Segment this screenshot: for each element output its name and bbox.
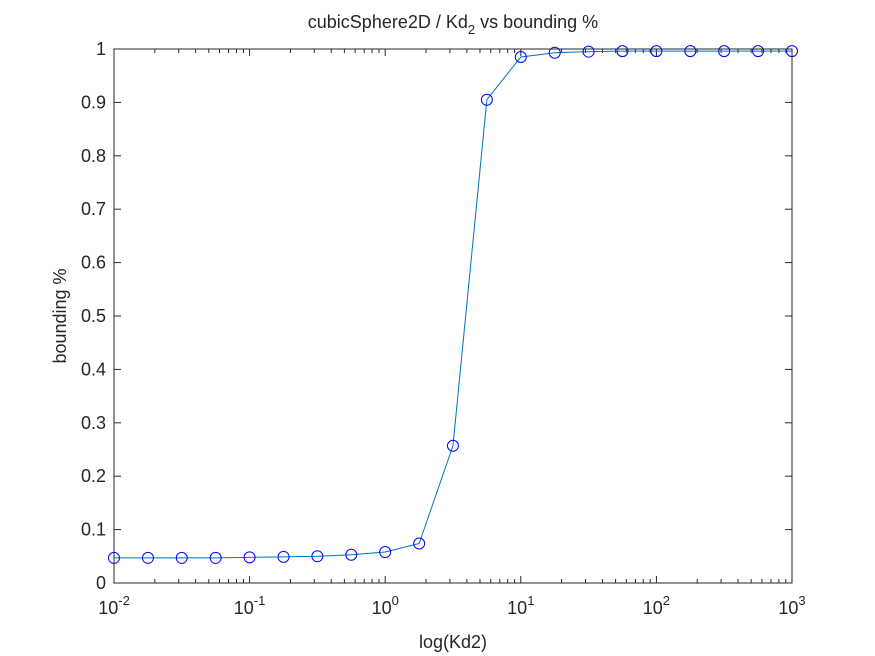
y-tick-label: 0.6 bbox=[81, 253, 106, 273]
y-tick-label: 0.4 bbox=[81, 359, 106, 379]
data-point-marker bbox=[514, 51, 527, 64]
axes-box bbox=[113, 48, 793, 584]
series-line bbox=[114, 50, 792, 559]
y-tick-label: 0.5 bbox=[81, 306, 106, 326]
y-tick-label: 0.1 bbox=[81, 520, 106, 540]
x-tick-label-exponent: 0 bbox=[392, 593, 399, 608]
chart-title-main: cubicSphere2D / Kd bbox=[308, 12, 468, 32]
data-point-marker bbox=[175, 551, 188, 564]
data-point-marker bbox=[548, 46, 561, 59]
x-tick-label-base: 10 bbox=[778, 598, 798, 618]
data-point-marker bbox=[752, 45, 765, 58]
x-tick-label-exponent: 2 bbox=[663, 593, 670, 608]
data-point-marker bbox=[379, 546, 392, 559]
data-point-marker bbox=[650, 45, 663, 58]
x-tick-label: 10-1 bbox=[234, 593, 266, 618]
y-tick-label: 1 bbox=[96, 39, 106, 59]
data-point-marker bbox=[718, 45, 731, 58]
x-tick-label-base: 10 bbox=[98, 598, 118, 618]
data-point-marker bbox=[446, 439, 459, 452]
x-tick-label: 10-2 bbox=[98, 593, 130, 618]
series-layer bbox=[108, 45, 798, 564]
data-point-marker bbox=[243, 551, 256, 564]
y-tick-label: 0.3 bbox=[81, 413, 106, 433]
x-tick-label-base: 10 bbox=[643, 598, 663, 618]
y-tick-label: 0.2 bbox=[81, 466, 106, 486]
y-tick-label: 0 bbox=[96, 573, 106, 593]
y-tick-label: 0.9 bbox=[81, 92, 106, 112]
x-tick-label-exponent: -2 bbox=[118, 593, 130, 608]
x-tick-label: 103 bbox=[778, 593, 805, 618]
x-tick-label-exponent: 3 bbox=[798, 593, 805, 608]
y-tick-label: 0.7 bbox=[81, 199, 106, 219]
data-point-marker bbox=[684, 45, 697, 58]
x-tick-label-base: 10 bbox=[234, 598, 254, 618]
plot-area bbox=[114, 49, 792, 583]
data-point-marker bbox=[582, 45, 595, 58]
chart-title: cubicSphere2D / Kd2 vs bounding % bbox=[308, 12, 598, 37]
y-axis-label: bounding % bbox=[50, 268, 70, 363]
y-tick-label: 0.8 bbox=[81, 146, 106, 166]
data-point-marker bbox=[209, 551, 222, 564]
chart-title-subscript: 2 bbox=[468, 22, 475, 37]
data-point-marker bbox=[311, 550, 324, 563]
x-tick-label: 100 bbox=[372, 593, 399, 618]
x-tick-label-base: 10 bbox=[507, 598, 527, 618]
data-point-marker bbox=[616, 45, 629, 58]
chart-title-suffix: vs bounding % bbox=[475, 12, 598, 32]
data-point-marker bbox=[413, 537, 426, 550]
x-tick-label-exponent: -1 bbox=[254, 593, 266, 608]
x-tick-label: 102 bbox=[643, 593, 670, 618]
x-tick-label: 101 bbox=[507, 593, 534, 618]
data-point-marker bbox=[345, 548, 358, 561]
data-point-marker bbox=[480, 93, 493, 106]
y-axis: 0 0.1 0.2 0.3 0.4 0.5 0.6 0.7 0.8 0.9 1 bbox=[81, 39, 792, 593]
x-axis: 10-2 10-1 100 101 102 103 bbox=[98, 49, 806, 618]
data-point-marker bbox=[141, 551, 154, 564]
data-point-marker bbox=[277, 550, 290, 563]
x-axis-label: log(Kd2) bbox=[419, 632, 487, 652]
x-tick-label-exponent: 1 bbox=[527, 593, 534, 608]
x-tick-label-base: 10 bbox=[372, 598, 392, 618]
